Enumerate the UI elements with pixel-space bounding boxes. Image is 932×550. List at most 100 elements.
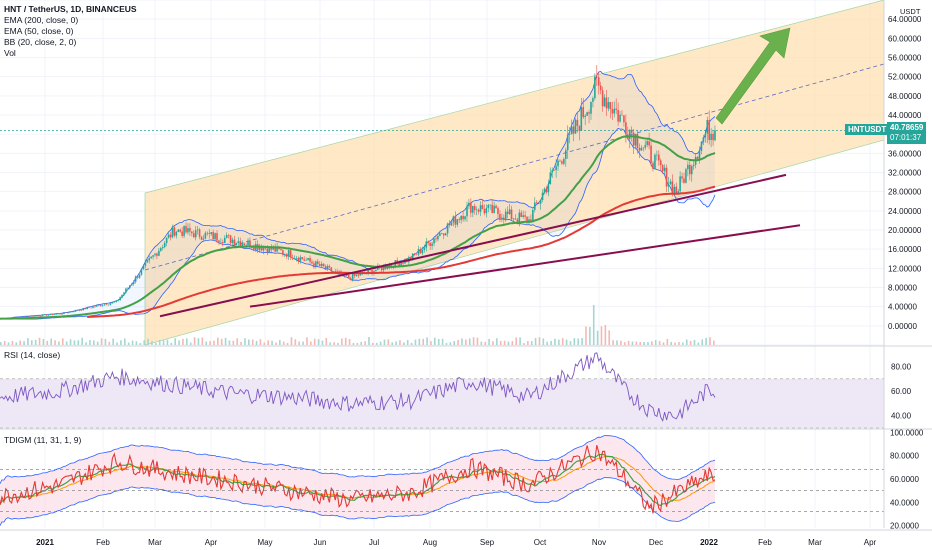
candle-body xyxy=(607,102,610,109)
candle-body xyxy=(86,307,88,310)
price-tick-label: 32.00000 xyxy=(888,169,922,178)
candle-body xyxy=(584,115,586,118)
candle-body xyxy=(611,109,614,114)
volume-bar xyxy=(333,342,335,345)
bb-band-fill xyxy=(0,71,715,320)
tdigm-pane[interactable] xyxy=(0,435,884,526)
candle-body xyxy=(481,205,484,210)
candle-body xyxy=(320,263,323,266)
volume-bar xyxy=(546,341,549,345)
candle-body xyxy=(588,112,590,114)
volume-bar xyxy=(654,340,657,345)
candle-body xyxy=(295,257,298,259)
volume-bar xyxy=(364,341,366,345)
volume-bar xyxy=(426,337,428,345)
price-tick-label: 64.00000 xyxy=(888,15,922,24)
candle-body xyxy=(253,247,255,250)
candle-body xyxy=(512,218,515,220)
candle-body xyxy=(173,227,176,236)
volume-bar xyxy=(267,340,269,345)
candle-body xyxy=(51,314,54,315)
volume-bar xyxy=(592,305,595,345)
time-tick-label: Oct xyxy=(534,538,547,547)
candle-body xyxy=(322,263,325,267)
candle-body xyxy=(171,227,174,238)
legend-ema200[interactable]: EMA (200, close, 0) xyxy=(4,15,79,25)
candle-body xyxy=(266,248,269,253)
candle-body xyxy=(473,205,476,211)
price-tag: 40.78659 07:01:37 xyxy=(887,122,927,144)
candle-body xyxy=(338,271,340,272)
candle-body xyxy=(144,262,147,266)
candle-body xyxy=(516,219,519,222)
candle-body xyxy=(667,184,670,187)
legend-vol[interactable]: Vol xyxy=(4,48,16,58)
candle-body xyxy=(119,297,121,301)
candle-body xyxy=(243,243,245,246)
candle-body xyxy=(460,216,462,220)
candle-body xyxy=(167,234,170,238)
candle-body xyxy=(621,114,623,116)
volume-bar xyxy=(434,337,436,345)
volume-bar xyxy=(232,340,235,345)
candle-body xyxy=(76,310,79,311)
candle-body xyxy=(495,205,497,209)
volume-bar xyxy=(236,338,238,345)
candle-body xyxy=(522,215,524,217)
candle-body xyxy=(53,314,56,316)
candle-body xyxy=(268,246,271,253)
candle-body xyxy=(258,247,261,250)
candle-body xyxy=(489,204,492,206)
rsi-legend[interactable]: RSI (14, close) xyxy=(4,350,61,360)
volume-bar xyxy=(658,340,661,345)
candle-body xyxy=(444,233,447,236)
candle-body xyxy=(353,273,356,276)
price-tick-label: 56.00000 xyxy=(888,54,922,63)
volume-bar xyxy=(3,341,6,345)
volume-bar xyxy=(58,341,60,345)
time-tick-label: Apr xyxy=(864,538,877,547)
volume-bar xyxy=(93,340,95,345)
candle-body xyxy=(708,119,710,141)
candle-body xyxy=(61,313,63,315)
candle-body xyxy=(84,308,87,310)
candle-body xyxy=(179,229,182,232)
volume-bar xyxy=(542,338,545,345)
volume-bar xyxy=(635,341,638,345)
volume-bar xyxy=(612,340,614,345)
rsi-pane[interactable] xyxy=(0,352,884,429)
tdigm-tick-label: 40.0000 xyxy=(890,498,919,507)
candle-body xyxy=(535,202,538,204)
candle-body xyxy=(650,145,652,163)
candle-body xyxy=(669,181,672,185)
candle-body xyxy=(380,267,383,271)
candle-body xyxy=(471,205,474,213)
candle-body xyxy=(311,261,313,264)
volume-bar xyxy=(375,342,378,345)
candle-body xyxy=(642,147,645,149)
candle-body xyxy=(590,101,592,114)
candle-body xyxy=(55,314,57,315)
volume-bar xyxy=(15,342,18,345)
candle-body xyxy=(714,130,716,141)
candle-body xyxy=(665,167,668,187)
candle-body xyxy=(125,288,127,293)
volume-bar xyxy=(286,342,289,345)
volume-bar xyxy=(674,342,676,345)
legend-bb[interactable]: BB (20, close, 2, 0) xyxy=(4,37,77,47)
volume-bar xyxy=(689,341,692,345)
candle-body xyxy=(212,232,214,240)
time-tick-label: Mar xyxy=(808,538,822,547)
legend-ema50[interactable]: EMA (50, close, 0) xyxy=(4,26,74,36)
candle-body xyxy=(233,239,236,245)
candle-body xyxy=(431,243,433,246)
volume-bar xyxy=(406,340,409,345)
candle-body xyxy=(158,250,160,256)
price-pane[interactable] xyxy=(0,0,885,346)
candle-body xyxy=(22,316,25,318)
volume-bar xyxy=(352,342,355,345)
candle-body xyxy=(427,241,430,243)
tdigm-legend[interactable]: TDIGM (11, 31, 1, 9) xyxy=(4,435,82,445)
candle-body xyxy=(452,216,455,223)
